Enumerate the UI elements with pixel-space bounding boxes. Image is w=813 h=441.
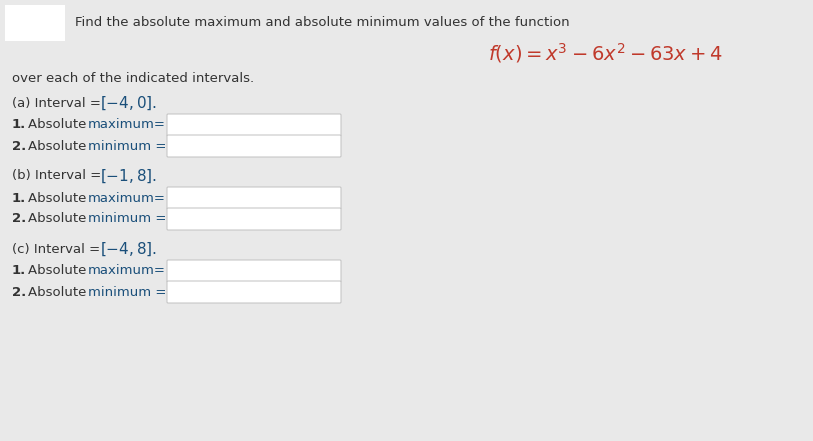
Text: (c) Interval =: (c) Interval = <box>12 243 104 255</box>
FancyBboxPatch shape <box>167 135 341 157</box>
Text: (b) Interval =: (b) Interval = <box>12 169 106 183</box>
Text: Find the absolute maximum and absolute minimum values of the function: Find the absolute maximum and absolute m… <box>75 16 570 30</box>
Text: 2.: 2. <box>12 213 26 225</box>
Text: minimum =: minimum = <box>88 139 167 153</box>
Text: Absolute: Absolute <box>28 119 90 131</box>
Text: 1.: 1. <box>12 119 26 131</box>
Text: (a) Interval =: (a) Interval = <box>12 97 105 109</box>
FancyBboxPatch shape <box>167 187 341 209</box>
FancyBboxPatch shape <box>167 208 341 230</box>
Text: 2.: 2. <box>12 139 26 153</box>
Text: $[-4, 8]$$.$: $[-4, 8]$$.$ <box>100 240 157 258</box>
Text: 2.: 2. <box>12 285 26 299</box>
Text: maximum=: maximum= <box>88 191 166 205</box>
Text: Absolute: Absolute <box>28 139 90 153</box>
Text: $[-4, 0]$$.$: $[-4, 0]$$.$ <box>100 94 157 112</box>
FancyBboxPatch shape <box>167 114 341 136</box>
Text: over each of the indicated intervals.: over each of the indicated intervals. <box>12 71 254 85</box>
Text: Absolute: Absolute <box>28 213 90 225</box>
Text: maximum=: maximum= <box>88 119 166 131</box>
Text: maximum=: maximum= <box>88 265 166 277</box>
Text: minimum =: minimum = <box>88 285 167 299</box>
FancyBboxPatch shape <box>5 5 65 41</box>
Text: $[-1, 8]$$.$: $[-1, 8]$$.$ <box>100 167 157 185</box>
FancyBboxPatch shape <box>167 260 341 282</box>
Text: Absolute: Absolute <box>28 191 90 205</box>
FancyBboxPatch shape <box>167 281 341 303</box>
Text: Absolute: Absolute <box>28 285 90 299</box>
Text: $f(x) = x^3 - 6x^2 - 63x + 4$: $f(x) = x^3 - 6x^2 - 63x + 4$ <box>488 41 723 65</box>
Text: Absolute: Absolute <box>28 265 90 277</box>
Text: 1.: 1. <box>12 265 26 277</box>
Text: minimum =: minimum = <box>88 213 167 225</box>
Text: 1.: 1. <box>12 191 26 205</box>
